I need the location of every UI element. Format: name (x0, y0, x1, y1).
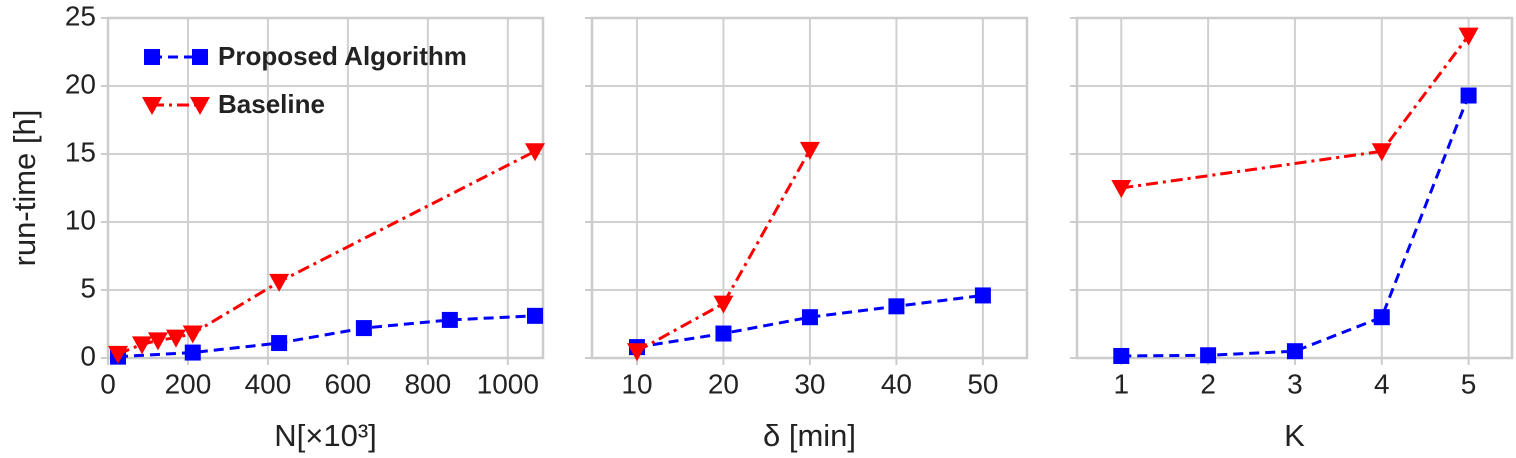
x-axis-label: δ [min] (763, 418, 856, 453)
series-line (1121, 94, 1470, 358)
marker (1111, 180, 1132, 198)
x-tick-label: 2 (1200, 368, 1216, 399)
marker (801, 309, 818, 326)
y-tick-label: 0 (80, 340, 96, 371)
x-tick-label: 10 (621, 368, 652, 399)
series-line (636, 293, 984, 349)
x-axis-label: K (1284, 418, 1305, 453)
marker (131, 336, 152, 355)
x-tick-label: 0 (100, 368, 116, 399)
marker (1460, 87, 1477, 104)
axes-frame (106, 16, 545, 360)
marker (144, 49, 160, 65)
x-tick-label: 5 (1461, 368, 1477, 399)
x-tick-label: 50 (967, 368, 998, 399)
axes-frame (590, 16, 1029, 360)
marker (799, 141, 820, 160)
x-tick-label: 200 (165, 368, 212, 399)
marker (888, 298, 905, 315)
marker (713, 295, 734, 314)
marker (190, 97, 210, 115)
y-tick-label: 15 (65, 136, 96, 167)
marker (1373, 309, 1390, 326)
marker (165, 329, 186, 348)
marker (527, 307, 544, 324)
marker (182, 325, 203, 344)
marker (1458, 27, 1479, 46)
marker (525, 143, 546, 162)
legend-label: Proposed Algorithm (218, 41, 467, 71)
x-tick-label: 800 (404, 368, 451, 399)
x-tick-label: 1000 (477, 368, 539, 399)
y-tick-label: 5 (80, 272, 96, 303)
x-tick-label: 20 (708, 368, 739, 399)
marker (974, 287, 991, 304)
marker (626, 343, 647, 362)
marker (1286, 343, 1303, 360)
x-tick-label: 40 (881, 368, 912, 399)
marker (184, 344, 201, 361)
marker (107, 345, 128, 364)
marker (1200, 347, 1217, 364)
x-tick-label: 30 (794, 368, 825, 399)
marker (355, 320, 372, 337)
marker (271, 335, 288, 352)
marker (1371, 143, 1392, 162)
marker (715, 325, 732, 342)
y-tick-label: 25 (65, 0, 96, 31)
y-axis-label: run-time [h] (7, 110, 42, 267)
x-tick-label: 400 (245, 368, 292, 399)
y-tick-label: 20 (65, 68, 96, 99)
series-line (636, 149, 812, 353)
x-tick-label: 4 (1374, 368, 1390, 399)
x-tick-label: 600 (325, 368, 372, 399)
legend-label: Baseline (218, 89, 325, 119)
y-tick-label: 10 (65, 204, 96, 235)
marker (441, 311, 458, 328)
series-line (1121, 34, 1470, 190)
marker (1113, 347, 1130, 364)
x-tick-label: 3 (1287, 368, 1303, 399)
marker (142, 97, 162, 115)
marker (147, 332, 168, 351)
marker (192, 49, 208, 65)
x-tick-label: 1 (1113, 368, 1129, 399)
x-axis-label: N[×10³] (274, 418, 377, 453)
marker (269, 273, 290, 292)
series-line (117, 149, 536, 356)
